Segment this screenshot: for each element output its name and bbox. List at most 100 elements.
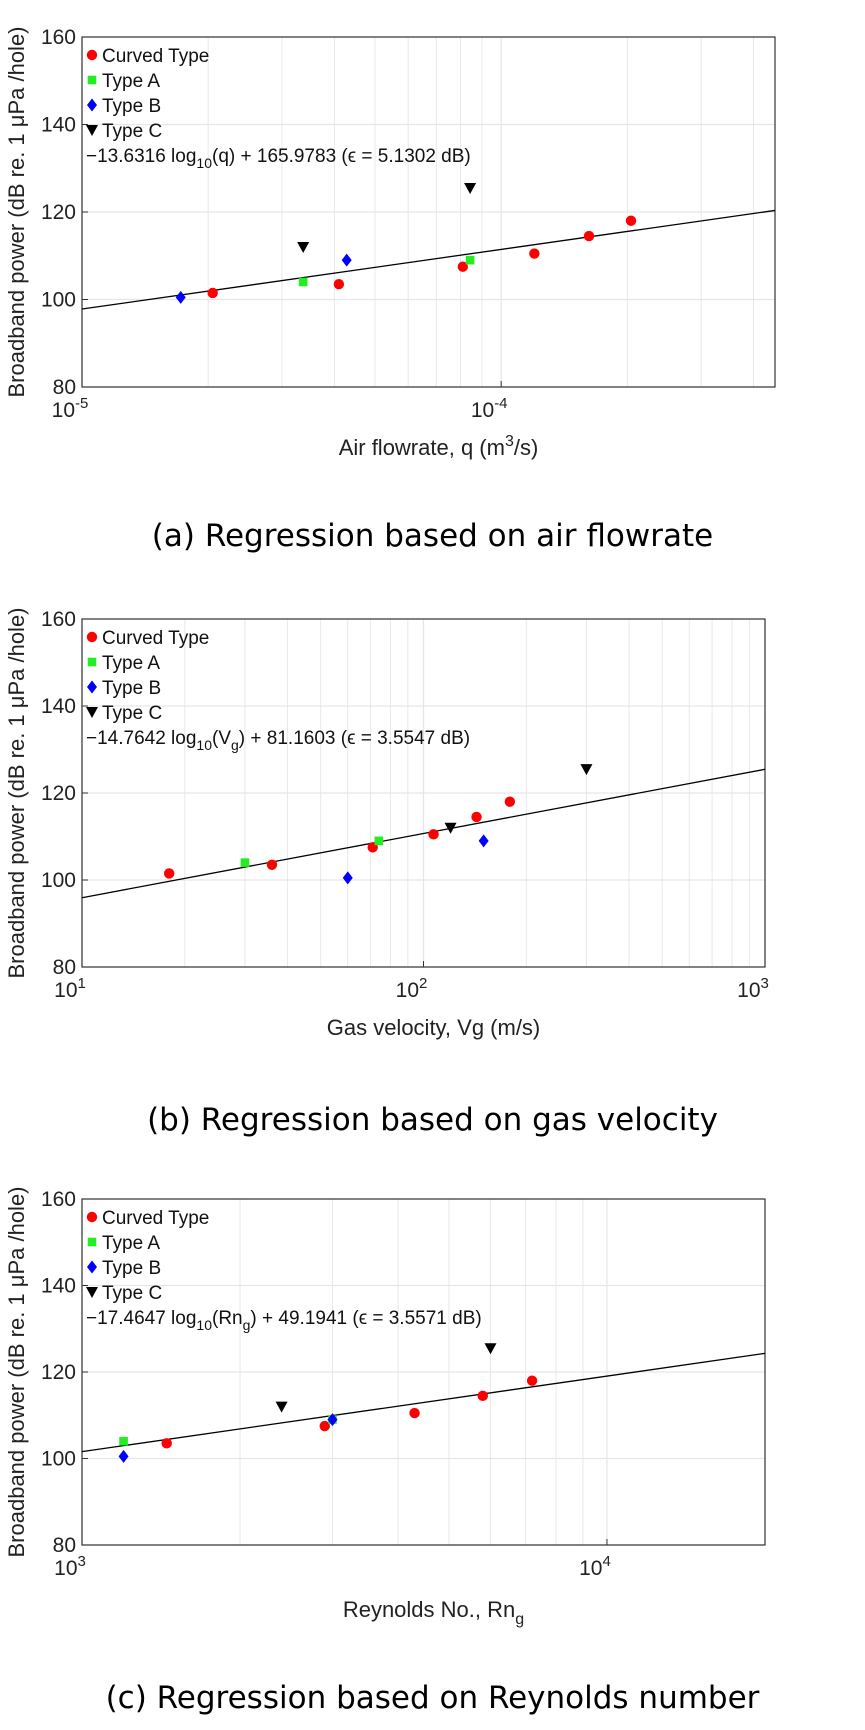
legend-marker	[87, 1237, 97, 1247]
legend-marker	[86, 1211, 98, 1223]
legend-entry: Type B	[102, 96, 161, 117]
series-type-c	[444, 764, 593, 834]
legend-entry: Curved Type	[102, 1208, 209, 1229]
legend-marker	[86, 49, 98, 61]
data-point	[444, 822, 457, 834]
legend: Curved Type Type A Type B Type C −13.6316 lo…	[86, 46, 471, 171]
x-axis-label: Air flowrate, q (m3/s)	[339, 433, 539, 460]
legend-entry: Curved Type	[102, 628, 209, 649]
legend-entry: Type A	[102, 653, 160, 674]
y-axis-label: Broadband power (dB re. 1 μPa /hole)	[4, 26, 29, 397]
data-point	[583, 230, 595, 242]
data-point	[478, 834, 489, 848]
y-tick-label: 120	[41, 201, 76, 224]
chart-b-svg: 80 100 120 140 160 101 102 103 Gas velocity, Vg …	[4, 607, 769, 1040]
y-tick-label: 80	[53, 376, 76, 399]
legend-entry: Type C	[102, 703, 162, 724]
data-point	[327, 1413, 338, 1427]
data-point	[333, 278, 345, 290]
legend: Curved Type Type A Type B Type C −17.4647 lo…	[86, 1208, 482, 1333]
legend-marker	[87, 657, 97, 667]
legend-entry: Type A	[102, 71, 160, 92]
caption-a: (a) Regression based on air flowrate	[151, 518, 714, 554]
data-point	[504, 796, 516, 807]
data-point	[118, 1449, 129, 1463]
legend-marker	[86, 707, 98, 718]
x-tick-label: 104	[579, 1553, 611, 1580]
y-tick-label: 160	[41, 1188, 76, 1211]
legend-marker	[87, 1260, 97, 1274]
x-axis-label: Reynolds No., Rng	[343, 1597, 524, 1628]
caption-b: (b) Regression based on gas velocity	[147, 1102, 718, 1138]
chart-panel-c: 80 100 120 140 160 103 104 Reynolds No., Rng Bro…	[0, 1155, 865, 1730]
legend-marker	[87, 680, 97, 694]
series-curved-type	[161, 1375, 538, 1449]
series-type-a	[298, 255, 475, 287]
legend: Curved Type Type A Type B Type C −14.7642 lo…	[86, 628, 470, 753]
data-point	[477, 1390, 488, 1401]
regression-equation: −14.7642 log10(Vg) + 81.1603 (ϵ = 3.5547…	[86, 728, 470, 753]
data-point	[341, 253, 352, 267]
legend-entry: Type B	[102, 678, 161, 699]
x-axis-label: Gas velocity, Vg (m/s)	[327, 1015, 541, 1040]
data-point	[319, 1420, 330, 1432]
data-point	[580, 764, 593, 776]
chart-panel-b: 80 100 120 140 160 101 102 103 Gas velocity, Vg …	[0, 575, 865, 1155]
y-tick-label: 160	[41, 608, 76, 631]
x-tick-label: 101	[54, 975, 86, 1002]
series-type-c	[275, 1343, 497, 1413]
regression-equation: −13.6316 log10(q) + 165.9783 (ϵ = 5.1302…	[86, 146, 471, 171]
legend-entry: Type B	[102, 1258, 161, 1279]
y-tick-label: 120	[41, 782, 76, 805]
data-point	[529, 248, 540, 259]
data-point	[175, 290, 186, 304]
chart-panel-a: 80 100 120 140 160 10-5 10-4 Air flowrate, q (m…	[0, 0, 865, 575]
legend-entry: Type C	[102, 121, 162, 142]
y-tick-label: 140	[41, 114, 76, 137]
data-point	[342, 871, 353, 885]
series-type-c	[297, 182, 477, 253]
y-tick-label: 120	[41, 1361, 76, 1384]
data-point	[266, 859, 278, 870]
data-point	[119, 1436, 128, 1446]
x-tick-label: 102	[396, 975, 428, 1002]
x-tick-label: 10-5	[52, 395, 89, 422]
regression-line	[81, 768, 766, 899]
data-point	[484, 1343, 497, 1355]
series-type-b	[175, 253, 352, 304]
legend-marker	[86, 125, 98, 136]
data-point	[298, 277, 308, 287]
x-tick-label: 103	[54, 1553, 86, 1580]
series-curved-type	[207, 215, 637, 299]
data-point	[526, 1375, 538, 1386]
y-tick-label: 100	[41, 289, 76, 312]
legend-marker	[86, 1287, 98, 1298]
x-tick-label: 10-4	[471, 395, 508, 422]
x-tick-label: 103	[737, 975, 769, 1002]
data-point	[471, 811, 482, 823]
data-point	[625, 215, 637, 226]
regression-line	[81, 1352, 766, 1453]
data-point	[464, 182, 477, 194]
y-tick-label: 80	[53, 1534, 76, 1557]
data-point	[161, 1438, 172, 1449]
chart-c-svg: 80 100 120 140 160 103 104 Reynolds No., Rng Bro…	[4, 1186, 766, 1628]
data-point	[409, 1407, 420, 1419]
legend-entry: Curved Type	[102, 46, 209, 67]
series-type-b	[118, 1413, 338, 1463]
y-tick-label: 140	[41, 1275, 76, 1298]
y-tick-label: 100	[41, 1448, 76, 1471]
chart-a-svg: 80 100 120 140 160 10-5 10-4 Air flowrate, q (m…	[4, 26, 776, 460]
data-point	[207, 287, 218, 299]
regression-equation: −17.4647 log10(Rng) + 49.1941 (ϵ = 3.557…	[86, 1308, 482, 1333]
series-type-b	[342, 834, 489, 885]
y-axis-label: Broadband power (dB re. 1 μPa /hole)	[4, 607, 29, 978]
data-point	[465, 255, 475, 265]
series-type-a	[240, 836, 384, 867]
data-point	[240, 858, 250, 867]
data-point	[457, 261, 469, 272]
legend-marker	[87, 98, 97, 112]
regression-line	[81, 209, 776, 310]
data-point	[275, 1401, 288, 1413]
y-tick-label: 100	[41, 869, 76, 892]
